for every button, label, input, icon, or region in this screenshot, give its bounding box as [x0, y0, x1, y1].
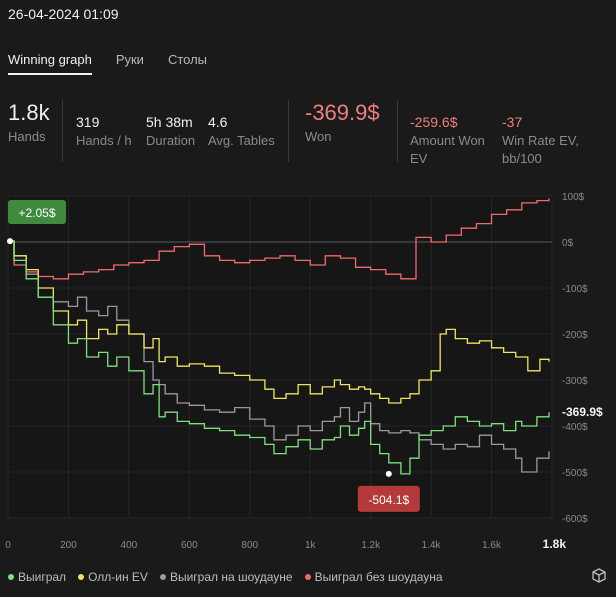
win-rate-ev-value: -37 [502, 114, 523, 130]
x-tick-label: 200 [60, 540, 77, 551]
stats-divider [397, 100, 398, 162]
box-icon[interactable] [590, 566, 608, 584]
legend-item-won[interactable]: Выиграл [8, 570, 66, 584]
stats-divider [288, 100, 289, 162]
y-tick-label: -300$ [562, 376, 588, 387]
start-label-box [8, 200, 66, 224]
amount-won-ev-label-line1: Amount Won [410, 133, 485, 148]
y-tick-label: -200$ [562, 330, 588, 341]
legend-item-showdown[interactable]: Выиграл на шоудауне [159, 570, 293, 584]
y-tick-label: -600$ [562, 514, 588, 525]
amount-won-ev-label-line2: EV [410, 151, 428, 166]
amount-won-ev-value: -259.6$ [410, 114, 458, 130]
winning-graph-chart[interactable]: 0 200 400 600 800 1k 1.2k 1.4k 1.6k 1.8k 100$ 0$ -10… [0, 188, 616, 558]
x-tick-label: 800 [241, 540, 258, 551]
hands-label: Hands [8, 129, 46, 144]
series-line-won [8, 240, 550, 475]
min-point-marker [385, 470, 392, 477]
y-tick-label: 0$ [562, 238, 574, 249]
legend-label-showdown: Выиграл на шоудауне [169, 570, 293, 584]
series-line-non-showdown [8, 198, 550, 280]
hands-value: 1.8k [8, 100, 50, 125]
avg-tables-value: 4.6 [208, 114, 228, 130]
stat-win-rate-ev: -37 Win Rate EV, bb/100 [502, 114, 579, 168]
x-tick-label: 600 [181, 540, 198, 551]
win-rate-ev-label-line2: bb/100 [502, 151, 542, 166]
legend-dot-allin-ev [78, 574, 85, 580]
duration-label: Duration [146, 133, 196, 148]
won-value: -369.9$ [305, 100, 380, 125]
legend-item-allin-ev[interactable]: Олл-ин EV [78, 570, 148, 584]
x-tick-label: 400 [121, 540, 138, 551]
hands-per-hour-label: Hands / h [76, 133, 132, 148]
x-tick-label: 1.6k [482, 540, 502, 551]
stat-hands-per-hour: 319 Hands / h [76, 114, 132, 150]
y-tick-label: -400$ [562, 422, 588, 433]
stats-divider [62, 100, 63, 162]
legend-label-allin-ev: Олл-ин EV [88, 570, 148, 584]
series-line-showdown [8, 240, 550, 473]
hands-per-hour-value: 319 [76, 114, 100, 130]
y-tick-label: -100$ [562, 284, 588, 295]
legend-label-won: Выиграл [18, 570, 67, 584]
tab-winning-graph[interactable]: Winning graph [8, 52, 92, 75]
tab-hands[interactable]: Руки [115, 52, 144, 67]
min-label: -504.1$ [368, 493, 409, 507]
stat-avg-tables: 4.6 Avg. Tables [208, 114, 275, 150]
win-rate-ev-label: Win Rate EV, bb/100 [502, 132, 579, 168]
legend-item-non-showdown[interactable]: Выиграл без шоудауна [304, 570, 443, 584]
won-label: Won [305, 129, 332, 144]
legend-dot-non-showdown [304, 574, 311, 580]
legend-dot-won [8, 574, 14, 580]
stat-amount-won-ev: -259.6$ Amount Won EV [410, 114, 485, 168]
avg-tables-label: Avg. Tables [208, 133, 275, 148]
x-tick-label: 1.8k [543, 537, 567, 551]
tab-tables[interactable]: Столы [167, 52, 208, 67]
chart-legend: Выиграл Олл-ин EV Выиграл на шоудауне Вы… [8, 570, 443, 584]
x-tick-label: 0 [5, 540, 11, 551]
stats-panel: 1.8k Hands 319 Hands / h 5h 38m Duration… [0, 100, 616, 170]
series-line-allin-ev [8, 240, 550, 404]
x-tick-label: 1k [305, 540, 317, 551]
min-label-box [357, 485, 420, 512]
x-tick-label: 1.2k [361, 540, 381, 551]
win-rate-ev-label-line1: Win Rate EV, [502, 133, 579, 148]
session-datetime: 26-04-2024 01:09 [8, 6, 119, 22]
end-value-label: -369.9$ [562, 405, 603, 419]
y-tick-label: 100$ [562, 192, 585, 203]
start-label: +2.05$ [18, 206, 55, 220]
stat-duration: 5h 38m Duration [146, 114, 195, 150]
x-tick-label: 1.4k [422, 540, 442, 551]
stat-won: -369.9$ Won [305, 100, 380, 146]
amount-won-ev-label: Amount Won EV [410, 132, 485, 168]
legend-dot-showdown [159, 574, 166, 580]
tab-bar: Winning graph Руки Столы [8, 52, 207, 75]
start-point-marker [7, 238, 13, 245]
stat-hands: 1.8k Hands [8, 100, 50, 146]
legend-label-non-showdown: Выиграл без шоудауна [314, 570, 443, 584]
y-tick-label: -500$ [562, 468, 588, 479]
duration-value: 5h 38m [146, 114, 193, 130]
